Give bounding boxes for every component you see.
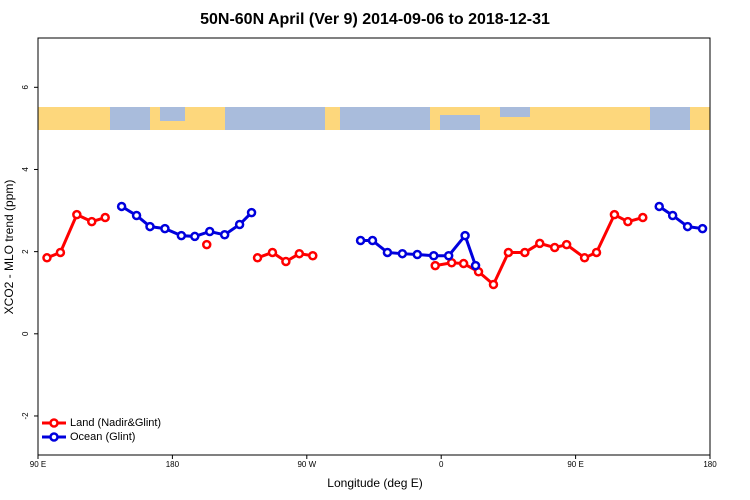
map-band bbox=[38, 107, 710, 130]
data-point bbox=[667, 210, 678, 221]
data-point bbox=[252, 253, 263, 263]
data-point bbox=[549, 242, 560, 253]
data-point bbox=[488, 279, 499, 290]
x-tick-label: 180 bbox=[166, 460, 180, 469]
data-point bbox=[201, 239, 212, 250]
data-point bbox=[131, 210, 142, 221]
data-point bbox=[367, 235, 378, 246]
data-point bbox=[443, 250, 454, 261]
x-tick-label: 90 E bbox=[567, 460, 583, 469]
data-point bbox=[470, 260, 481, 271]
x-tick-label: 0 bbox=[439, 460, 444, 469]
data-point bbox=[591, 247, 602, 258]
legend-marker bbox=[49, 418, 59, 428]
x-tick-label: 90 E bbox=[30, 460, 46, 469]
data-point bbox=[294, 248, 305, 259]
data-point bbox=[87, 216, 97, 227]
chart-title: 50N-60N April (Ver 9) 2014-09-06 to 2018… bbox=[200, 11, 550, 28]
data-point bbox=[72, 209, 82, 220]
data-point bbox=[460, 230, 470, 241]
data-point bbox=[609, 209, 620, 220]
data-point bbox=[503, 247, 514, 258]
data-point bbox=[190, 231, 200, 242]
data-point bbox=[654, 201, 664, 212]
y-tick-label: 0 bbox=[21, 331, 30, 336]
y-axis-label: XCO2 - MLO trend (ppm) bbox=[2, 180, 16, 315]
y-tick-label: -2 bbox=[21, 412, 30, 420]
data-point bbox=[219, 230, 230, 240]
data-point bbox=[55, 247, 66, 258]
data-point bbox=[160, 223, 170, 234]
data-point bbox=[308, 250, 318, 261]
data-point bbox=[382, 247, 393, 258]
x-axis-label: Longitude (deg E) bbox=[327, 476, 422, 490]
data-point bbox=[42, 253, 52, 263]
data-point bbox=[458, 258, 469, 269]
data-point bbox=[535, 238, 545, 249]
data-point bbox=[281, 256, 291, 267]
data-point bbox=[145, 221, 155, 232]
data-point bbox=[116, 201, 127, 212]
data-point bbox=[520, 247, 530, 258]
legend-marker bbox=[49, 432, 59, 442]
data-point bbox=[204, 226, 215, 237]
plot-frame bbox=[37, 37, 711, 456]
data-point bbox=[412, 249, 423, 260]
data-point bbox=[355, 235, 366, 246]
data-point bbox=[428, 250, 439, 261]
data-point bbox=[561, 239, 572, 250]
legend-label: Ocean (Glint) bbox=[70, 431, 135, 443]
data-point bbox=[267, 247, 278, 258]
data-point bbox=[579, 253, 590, 263]
data-point bbox=[697, 223, 708, 234]
y-tick-label: 4 bbox=[21, 167, 30, 172]
data-point bbox=[100, 212, 110, 223]
x-tick-label: 180 bbox=[703, 460, 717, 469]
data-point bbox=[397, 248, 408, 259]
y-tick-label: 2 bbox=[21, 249, 30, 254]
data-point bbox=[176, 230, 187, 241]
data-point bbox=[623, 216, 633, 227]
data-point bbox=[246, 207, 257, 218]
data-point bbox=[638, 212, 648, 223]
y-tick-label: 6 bbox=[21, 85, 30, 90]
data-point bbox=[430, 260, 440, 271]
legend-label: Land (Nadir&Glint) bbox=[70, 417, 161, 429]
data-point bbox=[234, 219, 245, 230]
data-point bbox=[682, 221, 693, 232]
x-tick-label: 90 W bbox=[297, 460, 316, 469]
